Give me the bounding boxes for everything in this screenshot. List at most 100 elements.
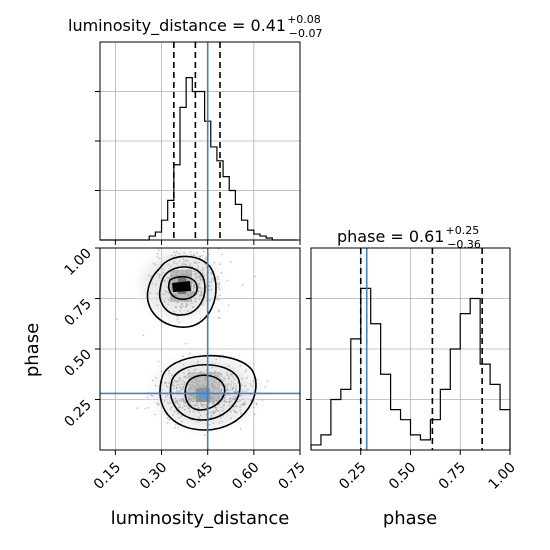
scatter-point — [232, 396, 235, 399]
scatter-point — [229, 397, 232, 399]
scatter-point — [183, 260, 185, 263]
scatter-point — [178, 321, 181, 324]
scatter-point — [151, 395, 154, 397]
scatter-point — [237, 400, 239, 403]
scatter-point — [167, 299, 170, 302]
scatter-point — [184, 305, 187, 308]
scatter-point — [229, 410, 232, 413]
scatter-point — [151, 379, 154, 382]
joint-contour-lower-outer — [159, 354, 257, 431]
scatter-point — [170, 406, 173, 408]
scatter-point — [191, 302, 193, 305]
scatter-point — [242, 398, 245, 401]
scatter-point — [185, 264, 187, 266]
scatter-point — [212, 422, 215, 424]
scatter-point — [186, 310, 189, 312]
scatter-point — [176, 315, 179, 318]
scatter-point — [256, 378, 258, 381]
scatter-point — [182, 257, 185, 260]
scatter-point — [194, 301, 197, 303]
scatter-point — [166, 386, 169, 388]
scatter-point — [197, 289, 200, 292]
scatter-point — [246, 377, 249, 379]
scatter-point — [235, 388, 238, 390]
scatter-point — [220, 373, 222, 375]
scatter-point — [216, 275, 219, 278]
scatter-point — [197, 416, 200, 419]
scatter-point — [182, 385, 185, 388]
scatter-point — [210, 272, 213, 275]
scatter-point — [200, 402, 202, 404]
x-tick-label: 0.25 — [336, 460, 369, 493]
scatter-point — [183, 376, 186, 378]
scatter-point — [178, 379, 180, 382]
scatter-point — [217, 309, 220, 311]
scatter-point — [157, 249, 160, 252]
scatter-point — [244, 384, 246, 387]
scatter-point — [215, 411, 217, 413]
scatter-point — [182, 400, 185, 403]
scatter-point — [154, 413, 156, 416]
scatter-point — [249, 383, 252, 385]
scatter-point — [235, 411, 238, 414]
scatter-point — [154, 263, 157, 266]
scatter-point — [171, 414, 174, 416]
scatter-point — [182, 387, 185, 390]
scatter-point — [252, 380, 255, 383]
joint-contour-upper-inner — [167, 275, 198, 300]
scatter-point — [195, 262, 198, 265]
scatter-point — [181, 420, 184, 423]
scatter-point — [178, 383, 181, 386]
scatter-point — [219, 316, 221, 319]
scatter-point — [178, 385, 181, 388]
scatter-point — [234, 395, 237, 398]
scatter-point — [155, 283, 158, 286]
scatter-point — [239, 399, 241, 402]
scatter-point — [227, 375, 230, 377]
scatter-point — [228, 377, 231, 380]
joint-truth-marker — [198, 390, 208, 400]
scatter-point — [200, 270, 203, 272]
scatter-point — [189, 410, 192, 413]
scatter-point — [194, 299, 197, 302]
scatter-point — [181, 398, 184, 401]
scatter-point — [149, 292, 152, 294]
scatter-point — [230, 388, 233, 391]
scatter-point — [210, 280, 213, 283]
scatter-point — [194, 275, 197, 277]
scatter-point — [210, 278, 213, 280]
scatter-point — [185, 259, 188, 261]
scatter-point — [202, 302, 205, 305]
scatter-point — [173, 379, 176, 382]
scatter-point — [219, 413, 222, 416]
scatter-point — [173, 262, 176, 264]
scatter-point — [165, 396, 167, 398]
scatter-point — [174, 423, 177, 426]
scatter-point — [178, 252, 181, 255]
scatter-point — [152, 262, 155, 265]
scatter-point — [173, 260, 176, 263]
scatter-point — [247, 388, 249, 391]
scatter-point — [240, 404, 243, 406]
scatter-point — [242, 402, 245, 405]
scatter-point — [198, 417, 201, 420]
scatter-point — [196, 252, 198, 255]
scatter-point — [201, 280, 204, 283]
scatter-point — [227, 383, 230, 386]
scatter-point — [232, 409, 235, 411]
scatter-point — [234, 397, 237, 400]
scatter-point — [163, 299, 166, 302]
scatter-point — [167, 263, 170, 266]
x-tick-label: 0.15 — [91, 460, 124, 493]
scatter-point — [169, 265, 172, 267]
scatter-point — [176, 400, 179, 403]
scatter-point — [188, 407, 191, 410]
scatter-point — [244, 401, 247, 404]
scatter-point — [175, 380, 178, 383]
scatter-point — [223, 404, 225, 406]
scatter-point — [201, 288, 204, 291]
scatter-point — [202, 267, 205, 269]
scatter-point — [223, 396, 226, 399]
scatter-point — [220, 271, 223, 274]
scatter-point — [186, 396, 189, 398]
